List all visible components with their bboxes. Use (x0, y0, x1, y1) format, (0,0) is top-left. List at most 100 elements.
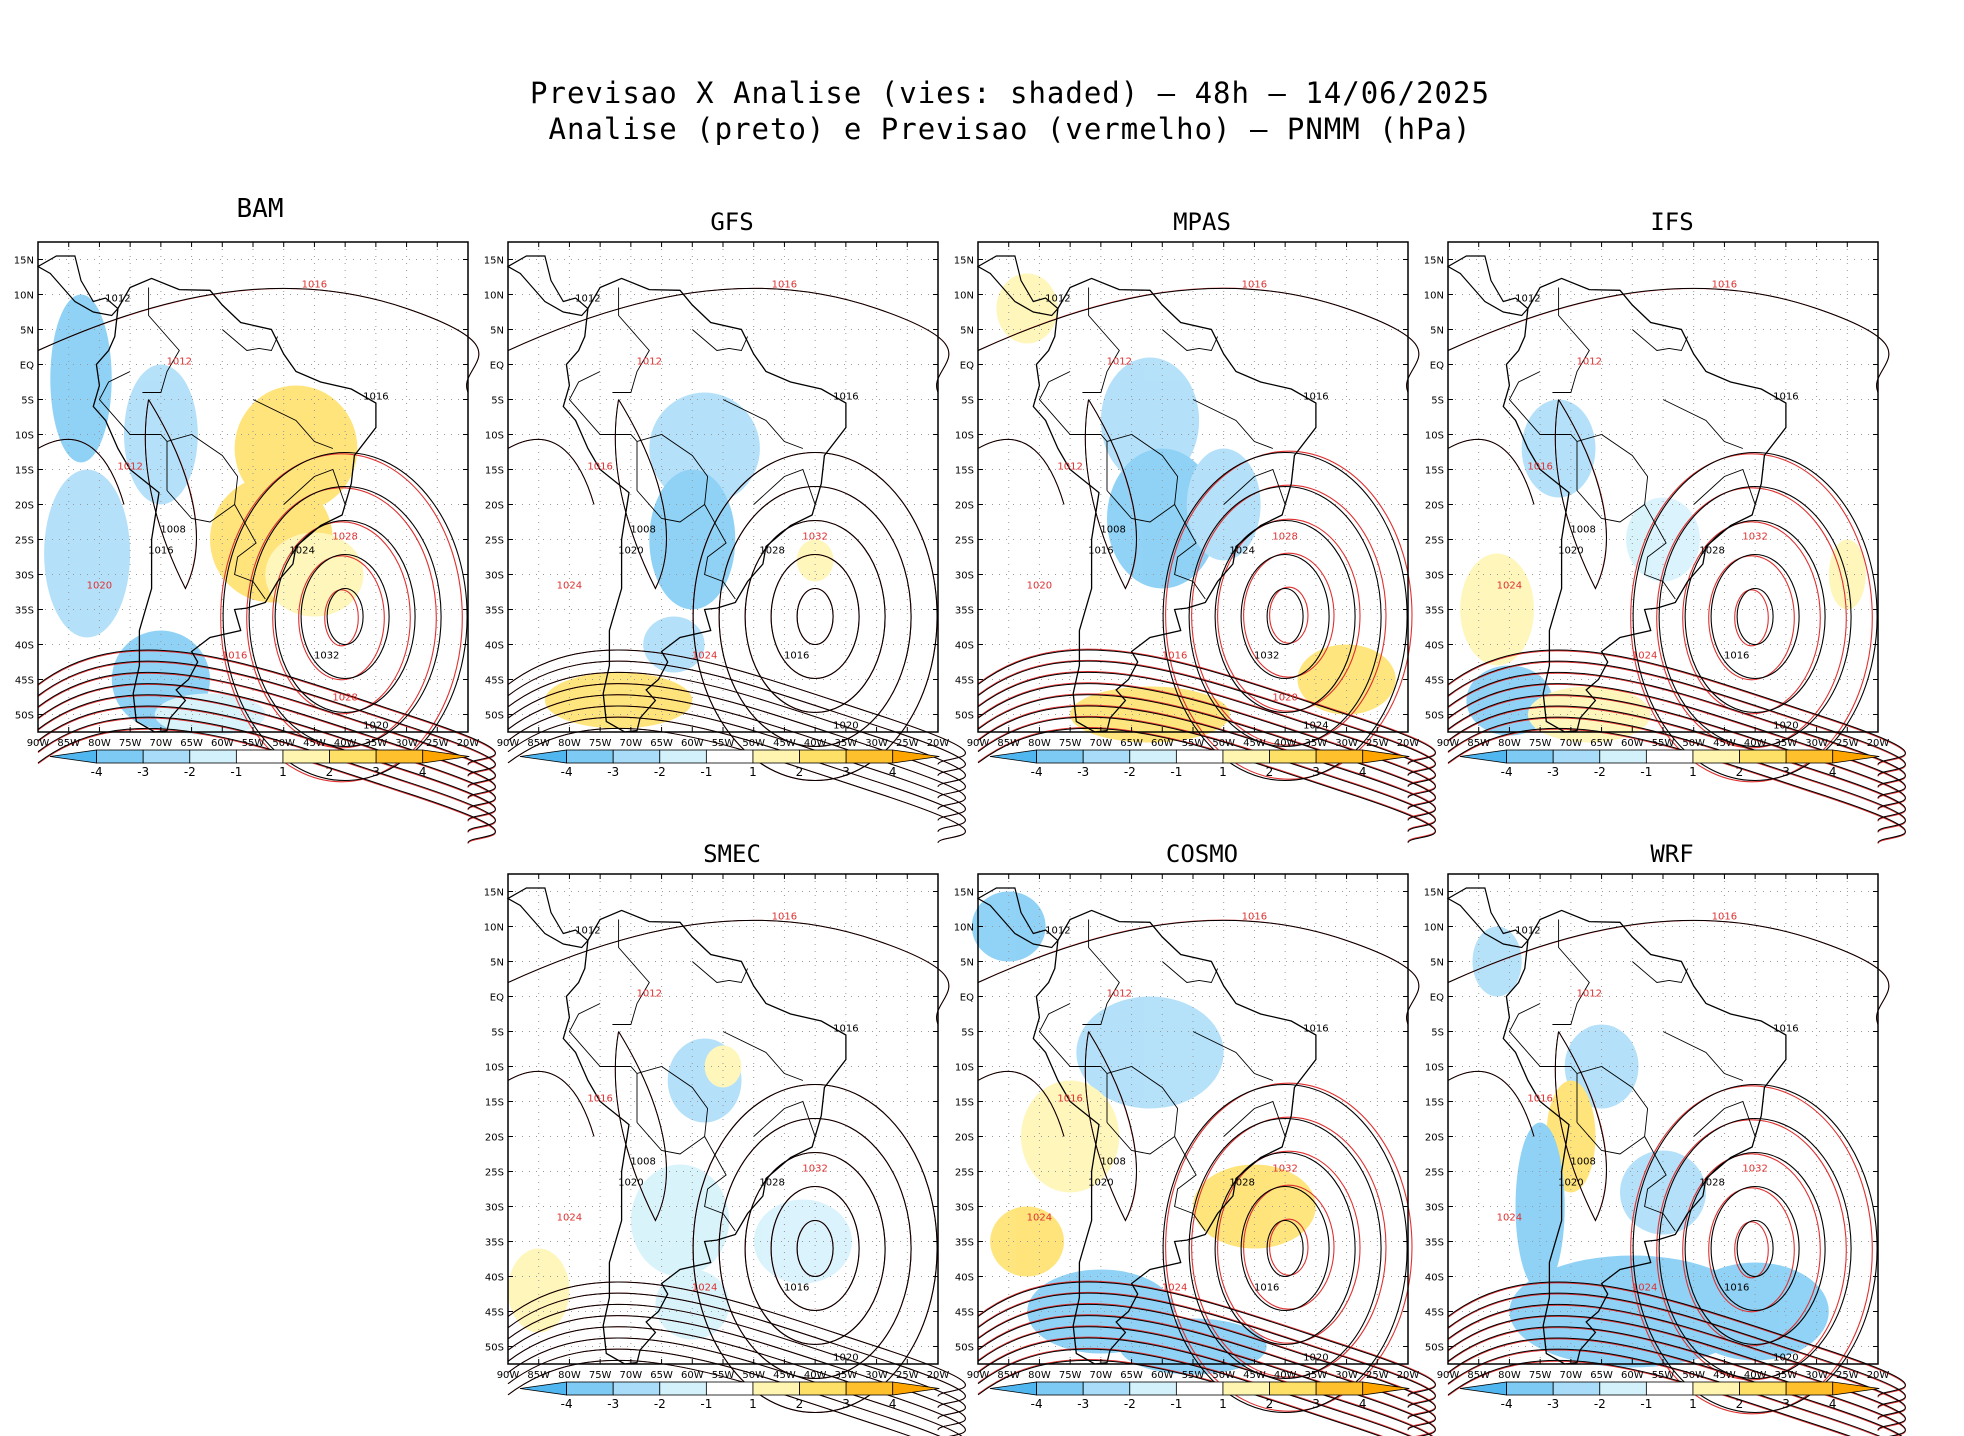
country-border (1662, 1031, 1744, 1081)
isobar-label: 1024 (692, 1283, 717, 1294)
isobar-label: 1016 (1303, 392, 1328, 403)
isobar (1447, 438, 1535, 505)
isobar (1447, 1315, 1906, 1432)
country-border (1106, 434, 1179, 523)
panel-bam: BAM 1012 1016 1016 1012 1008 1012 1016 1020 1024… (0, 190, 496, 844)
isobar-label: 1032 (1742, 1164, 1767, 1175)
colorbar-label: 4 (1359, 1397, 1367, 1411)
isobar (1630, 1085, 1873, 1415)
isobar (977, 1348, 1411, 1436)
colorbar-cell (1315, 749, 1364, 764)
colorbar-cell (1552, 1381, 1601, 1396)
colorbar-cell (519, 749, 567, 764)
bias-area (50, 294, 112, 463)
colorbar-cell (705, 1381, 754, 1396)
isobar (1710, 1185, 1800, 1312)
isobar (977, 660, 1436, 776)
isobar-label: 1028 (1229, 1178, 1254, 1189)
axes: 15N 10N 5N EQ 5S 10S 15S 20S 25S 30S 35S 40S 45S 50S 9… (954, 242, 1419, 749)
south-america-coast (92, 277, 377, 733)
lat-label: 10N (484, 923, 504, 934)
lon-label: 90W (967, 738, 990, 749)
lat-label: 10S (1425, 431, 1444, 442)
isobar-label: 1016 (1254, 1283, 1279, 1294)
isobar (507, 683, 966, 799)
isobar-label: 1028 (759, 546, 784, 557)
lat-label: 10S (15, 431, 34, 442)
colorbar-label: 1 (1689, 1397, 1697, 1411)
lon-label: 60W (681, 738, 704, 749)
isobar-label: 1024 (1303, 721, 1328, 732)
lon-label: 55W (242, 738, 265, 749)
lon-label: 90W (497, 1370, 520, 1381)
lon-label: 35W (1305, 738, 1328, 749)
lat-label: 45S (485, 676, 504, 687)
colorbar-cell (1222, 749, 1270, 764)
colorbar-cell (1785, 749, 1834, 764)
lat-label: 5N (960, 326, 974, 337)
country-border (612, 287, 650, 393)
lon-label: 35W (1775, 738, 1798, 749)
isobar-label: 1012 (1107, 989, 1132, 1000)
isobar (614, 399, 667, 590)
colorbar: -4 -3 -2 -1 1 2 3 4 (989, 1381, 1410, 1411)
isobar-label: 1024 (289, 546, 314, 557)
isobar (1162, 451, 1408, 782)
isobar (1240, 553, 1330, 680)
lat-label: 30S (485, 571, 504, 582)
country-border (1662, 399, 1744, 449)
isobar (507, 1070, 595, 1137)
lon-label: 65W (1590, 738, 1613, 749)
colorbar-cell (1506, 749, 1554, 764)
isobar-label: 1016 (148, 546, 173, 557)
isobar-label: 1020 (1773, 721, 1798, 732)
lat-label: EQ (960, 361, 974, 372)
isobar-label: 1016 (1088, 546, 1113, 557)
lat-label: 5N (20, 326, 34, 337)
lat-label: 30S (15, 571, 34, 582)
axes: 15N 10N 5N EQ 5S 10S 15S 20S 25S 30S 35S 40S 45S 50S 9… (1424, 242, 1889, 749)
lat-label: 35S (955, 1238, 974, 1249)
colorbar-label: -4 (1501, 765, 1513, 779)
colorbar-label: 2 (796, 1397, 804, 1411)
isobar (1214, 1151, 1356, 1346)
isobar (1447, 660, 1906, 776)
isobar (1266, 1219, 1304, 1278)
map: 1012 1016 1016 1012 1008 1016 1020 1024 1028 1032… (484, 241, 966, 844)
isobar-label: 1016 (587, 1094, 612, 1105)
colorbar: -4 -3 -2 -1 1 2 3 4 (1459, 1381, 1880, 1411)
lon-label: 50W (742, 738, 765, 749)
isobar (37, 706, 496, 822)
isobar (977, 683, 1436, 799)
lon-label: 65W (1120, 1370, 1143, 1381)
lat-label: 25S (485, 1168, 504, 1179)
colorbar-cell (752, 1381, 800, 1396)
colorbar-cell (845, 749, 894, 764)
isobar (1165, 450, 1413, 780)
isobar (326, 587, 364, 646)
lat-label: 5N (1430, 326, 1444, 337)
country-border (1082, 919, 1120, 1025)
lon-label: 20W (927, 738, 950, 749)
lat-label: 30S (955, 571, 974, 582)
isobar-label: 1016 (833, 1024, 858, 1035)
colorbar-cell (892, 749, 940, 764)
lon-label: 55W (712, 1370, 735, 1381)
colorbar-label: -3 (1077, 765, 1089, 779)
lat-label: 45S (1425, 676, 1444, 687)
lat-label: 45S (1425, 1308, 1444, 1319)
isobar-label: 1020 (1303, 1353, 1328, 1364)
isobar-label: 1012 (1045, 926, 1070, 937)
lon-label: 30W (865, 1370, 888, 1381)
isobar (37, 727, 496, 844)
lon-label: 25W (426, 738, 449, 749)
country-border (692, 961, 749, 984)
isobar-label: 1012 (1577, 357, 1602, 368)
isobar (37, 287, 480, 393)
isobar (977, 287, 1420, 393)
isobar-label: 1020 (1027, 581, 1052, 592)
lon-label: 75W (1529, 738, 1552, 749)
map: 1012 1016 1016 1012 1008 1012 1016 1020 1024 1028… (14, 241, 496, 844)
isobar-label: 1024 (1497, 581, 1522, 592)
isobar-label: 1008 (1570, 525, 1595, 536)
